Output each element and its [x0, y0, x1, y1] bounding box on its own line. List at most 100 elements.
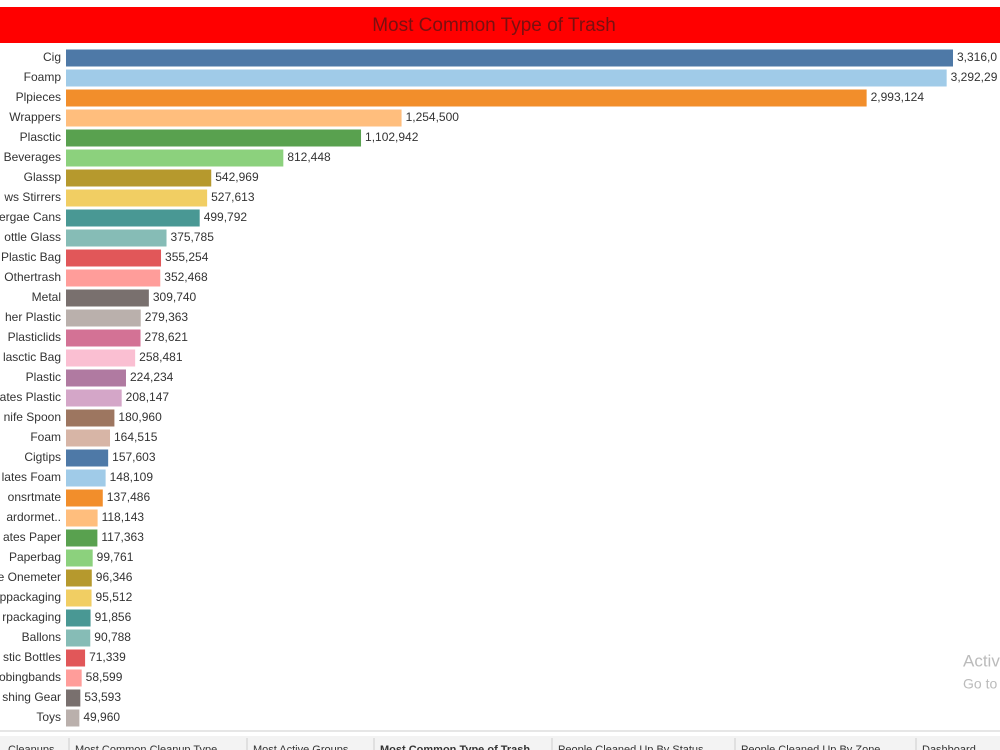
- category-label: Glassp: [24, 170, 62, 184]
- tab-label[interactable]: Most Common Cleanup Type: [75, 744, 217, 750]
- bar: [66, 649, 86, 667]
- category-label: ates Paper: [3, 530, 61, 544]
- category-label: nife Spoon: [4, 410, 61, 424]
- bar: [66, 549, 93, 567]
- bar: [66, 569, 92, 587]
- value-label: 95,512: [96, 590, 133, 604]
- value-label: 58,599: [86, 670, 123, 684]
- tab-label[interactable]: Dashboard: [922, 744, 976, 750]
- bar: [66, 109, 402, 127]
- bar: [66, 389, 122, 407]
- category-label: Toys: [36, 710, 61, 724]
- bar: [66, 229, 167, 247]
- category-label: rpackaging: [2, 610, 61, 624]
- category-label: ates Plastic: [0, 390, 61, 404]
- value-label: 180,960: [118, 410, 162, 424]
- bar: [66, 149, 284, 167]
- category-label: Cigtips: [24, 450, 61, 464]
- category-label: Plasticlids: [8, 330, 61, 344]
- value-label: 542,969: [215, 170, 259, 184]
- bar: [66, 449, 109, 467]
- bar: [66, 609, 91, 627]
- title-bar: [0, 7, 1000, 43]
- category-label: Beverages: [4, 150, 61, 164]
- category-label: onsrtmate: [8, 490, 62, 504]
- value-label: 90,788: [94, 630, 131, 644]
- category-label: e Onemeter: [0, 570, 61, 584]
- category-label: Plpieces: [16, 90, 61, 104]
- category-label: Plastic Bag: [1, 250, 61, 264]
- bar: [66, 409, 115, 427]
- tab-strip: [0, 736, 1000, 750]
- value-label: 91,856: [95, 610, 132, 624]
- value-label: 278,621: [145, 330, 189, 344]
- value-label: 117,363: [101, 530, 144, 544]
- category-label: Plasctic: [20, 130, 61, 144]
- value-label: 99,761: [97, 550, 134, 564]
- bar: [66, 189, 208, 207]
- tab-label[interactable]: Most Active Groups: [253, 744, 349, 750]
- bar: [66, 209, 200, 227]
- bar: [66, 49, 953, 67]
- category-label: ardormet..: [6, 510, 61, 524]
- category-label: Wrappers: [9, 110, 61, 124]
- bar: [66, 369, 126, 387]
- value-label: 812,448: [287, 150, 331, 164]
- value-label: 148,109: [110, 470, 154, 484]
- value-label: 96,346: [96, 570, 133, 584]
- category-label: Metal: [32, 290, 61, 304]
- category-label: Plastic: [26, 370, 61, 384]
- bar: [66, 289, 149, 307]
- bar: [66, 129, 362, 147]
- bar: [66, 349, 136, 367]
- category-label: lates Foam: [2, 470, 61, 484]
- category-label: stic Bottles: [3, 650, 61, 664]
- value-label: 352,468: [164, 270, 208, 284]
- value-label: 375,785: [171, 230, 215, 244]
- bar: [66, 329, 141, 347]
- tab-label[interactable]: Most Common Type of Trash: [380, 744, 530, 750]
- value-label: 208,147: [126, 390, 170, 404]
- value-label: 1,102,942: [365, 130, 419, 144]
- tab-label[interactable]: People Cleaned Up By Status: [558, 744, 704, 750]
- value-label: 164,515: [114, 430, 158, 444]
- value-label: 71,339: [89, 650, 126, 664]
- bar: [66, 89, 867, 107]
- category-label: shing Gear: [2, 690, 61, 704]
- bar: [66, 669, 82, 687]
- value-label: 279,363: [145, 310, 189, 324]
- bar: [66, 249, 162, 267]
- category-label: ppackaging: [0, 590, 61, 604]
- category-label: Foam: [30, 430, 61, 444]
- value-label: 1,254,500: [406, 110, 460, 124]
- bar: [66, 589, 92, 607]
- tab-label[interactable]: People Cleaned Up By Zone: [741, 744, 880, 750]
- category-label: ottle Glass: [4, 230, 61, 244]
- watermark: Go to: [963, 676, 997, 692]
- bar: [66, 269, 161, 287]
- bar: [66, 689, 81, 707]
- value-label: 49,960: [83, 710, 120, 724]
- bar: [66, 429, 111, 447]
- bar: [66, 469, 106, 487]
- category-label: Foamp: [24, 70, 62, 84]
- value-label: 53,593: [84, 690, 121, 704]
- category-label: her Plastic: [5, 310, 61, 324]
- bar: [66, 169, 212, 187]
- value-label: 157,603: [112, 450, 156, 464]
- tab-label[interactable]: Cleanups: [8, 744, 55, 750]
- value-label: 355,254: [165, 250, 209, 264]
- bar: [66, 629, 91, 647]
- value-label: 3,316,0: [957, 50, 997, 64]
- value-label: 224,234: [130, 370, 174, 384]
- value-label: 2,993,124: [871, 90, 925, 104]
- bar: [66, 69, 947, 87]
- value-label: 137,486: [107, 490, 151, 504]
- bar: [66, 529, 98, 547]
- value-label: 309,740: [153, 290, 197, 304]
- value-label: 527,613: [211, 190, 255, 204]
- category-label: lasctic Bag: [3, 350, 61, 364]
- value-label: 3,292,29: [951, 70, 998, 84]
